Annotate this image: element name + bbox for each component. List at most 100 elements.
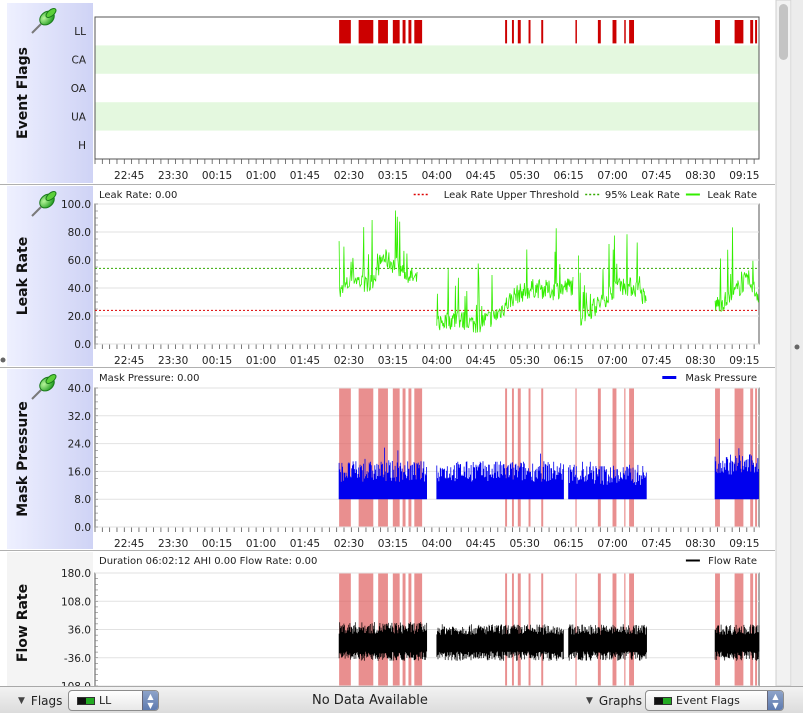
flags-label: Flags (30, 693, 63, 708)
mask-pressure-series (338, 447, 427, 500)
time-tick-label: 04:00 (422, 170, 452, 182)
flags-select[interactable]: LL ▲ ▼ (68, 690, 159, 711)
pin-needle (31, 389, 42, 400)
ll-event-bar (505, 20, 508, 44)
plot-header-readout: Mask Pressure: 0.00 (99, 373, 199, 384)
event-span (505, 388, 508, 527)
event-span (517, 388, 521, 527)
pin-icon[interactable] (31, 373, 58, 400)
time-tick-label: 06:15 (553, 538, 583, 550)
y-tick-label: 20.0 (68, 311, 91, 323)
scrollbar-thumb[interactable] (779, 4, 788, 60)
ll-event-bar (378, 20, 388, 44)
time-tick-label: 05:30 (510, 355, 540, 367)
event-span (624, 388, 626, 527)
ll-event-bar (750, 20, 754, 44)
disclosure-triangle-icon[interactable]: ▼ (586, 695, 593, 706)
ll-event-bar (734, 20, 744, 44)
panel-leak-rate: Leak Rate Leak Rate: 0.00 22:45 23:30 00:15 0… (0, 186, 775, 368)
event-span (528, 388, 531, 527)
time-tick-label: 04:45 (466, 170, 496, 182)
plot-area (94, 16, 760, 160)
disclosure-triangle-icon[interactable]: ▼ (18, 695, 25, 706)
flow-rate-series (338, 622, 428, 661)
flag-row-label: OA (71, 83, 87, 95)
panel-sidebar (7, 552, 93, 686)
event-span (408, 388, 412, 527)
ll-event-bar (597, 20, 601, 44)
panel-event-flags: Event Flags 22:45 23:30 00:15 01:00 01:45 02:3… (0, 3, 775, 185)
legend-label: Leak Rate Upper Threshold (444, 190, 580, 201)
ll-event-bar (715, 20, 720, 44)
time-tick-label: 04:00 (422, 538, 452, 550)
time-tick-label: 04:45 (466, 355, 496, 367)
leak-rate-series (714, 227, 759, 312)
leak-rate-series (436, 228, 574, 333)
panel-sidebar (7, 369, 93, 549)
y-tick-label: 0.0 (74, 522, 91, 534)
plot-border (94, 16, 760, 160)
time-tick-label: 03:15 (378, 170, 408, 182)
graphs-select-value: Event Flags (676, 694, 740, 707)
time-tick-label: 01:00 (246, 170, 276, 182)
select-arrows-icon[interactable]: ▲ ▼ (767, 691, 783, 710)
time-tick-label: 23:30 (158, 538, 188, 550)
event-span (715, 388, 720, 527)
time-tick-label: 04:45 (466, 538, 496, 550)
event-span (414, 388, 423, 527)
plot-header-readout: Duration 06:02:12 AHI 0.00 Flow Rate: 0.… (99, 556, 317, 567)
y-tick-label: 16.0 (68, 466, 91, 478)
pin-icon[interactable] (31, 7, 58, 34)
panel-flow-rate: Flow Rate Duration 06:02:12 AHI 0.00 Flow… (0, 552, 775, 693)
time-tick-label: 22:45 (114, 170, 144, 182)
plot-area (94, 387, 760, 528)
flag-row-label: CA (71, 55, 86, 67)
flags-select-value: LL (99, 694, 112, 707)
event-span (392, 388, 400, 527)
time-tick-label: 08:30 (685, 170, 715, 182)
scrollbar-track[interactable] (775, 0, 792, 687)
flag-row-label: H (78, 140, 86, 152)
splitter-handle-left-icon[interactable] (0, 357, 6, 363)
ll-event-bar (528, 20, 531, 44)
graphs-toggle[interactable]: ▼ Graphs (586, 687, 642, 714)
event-span (511, 388, 514, 527)
ll-event-bar (629, 20, 635, 44)
pin-needle (31, 206, 42, 217)
y-tick-label: 40.0 (68, 283, 91, 295)
event-span (629, 573, 635, 686)
legend-label: 95% Leak Rate (605, 190, 680, 201)
mask-pressure-series (714, 438, 759, 500)
y-tick-label: 0.0 (74, 339, 91, 351)
select-arrows-icon[interactable]: ▲ ▼ (142, 691, 158, 710)
time-tick-label: 03:15 (378, 538, 408, 550)
splitter-handle-icon[interactable] (794, 344, 800, 350)
ll-event-bar (511, 20, 514, 44)
flag-row-label: LL (74, 26, 86, 38)
y-tick-label: -36.0 (64, 653, 91, 665)
time-tick-label: 02:30 (334, 538, 364, 550)
time-tick-label: 22:45 (114, 355, 144, 367)
graphs-select[interactable]: Event Flags ▲ ▼ (645, 690, 784, 711)
event-span (612, 388, 617, 527)
time-tick-label: 01:45 (290, 355, 320, 367)
graph-panels: Event Flags 22:45 23:30 00:15 01:00 01:45 02:3… (0, 3, 775, 693)
time-tick-label: 01:00 (246, 355, 276, 367)
panel-title: Leak Rate (15, 237, 31, 315)
graphs-label: Graphs (598, 693, 642, 708)
pin-icon[interactable] (31, 190, 58, 217)
y-tick-label: 180.0 (61, 568, 91, 580)
event-span (755, 388, 758, 527)
flags-toggle[interactable]: ▼ Flags (18, 687, 62, 714)
event-span (624, 573, 626, 686)
ll-event-bar (408, 20, 412, 44)
time-tick-label: 06:15 (553, 170, 583, 182)
time-tick-label: 01:45 (290, 170, 320, 182)
time-tick-label: 04:00 (422, 355, 452, 367)
y-tick-label: 60.0 (68, 255, 91, 267)
event-span (339, 573, 351, 686)
time-tick-label: 02:30 (334, 170, 364, 182)
flow-rate-series (568, 624, 647, 661)
leak-rate-series (578, 234, 647, 326)
